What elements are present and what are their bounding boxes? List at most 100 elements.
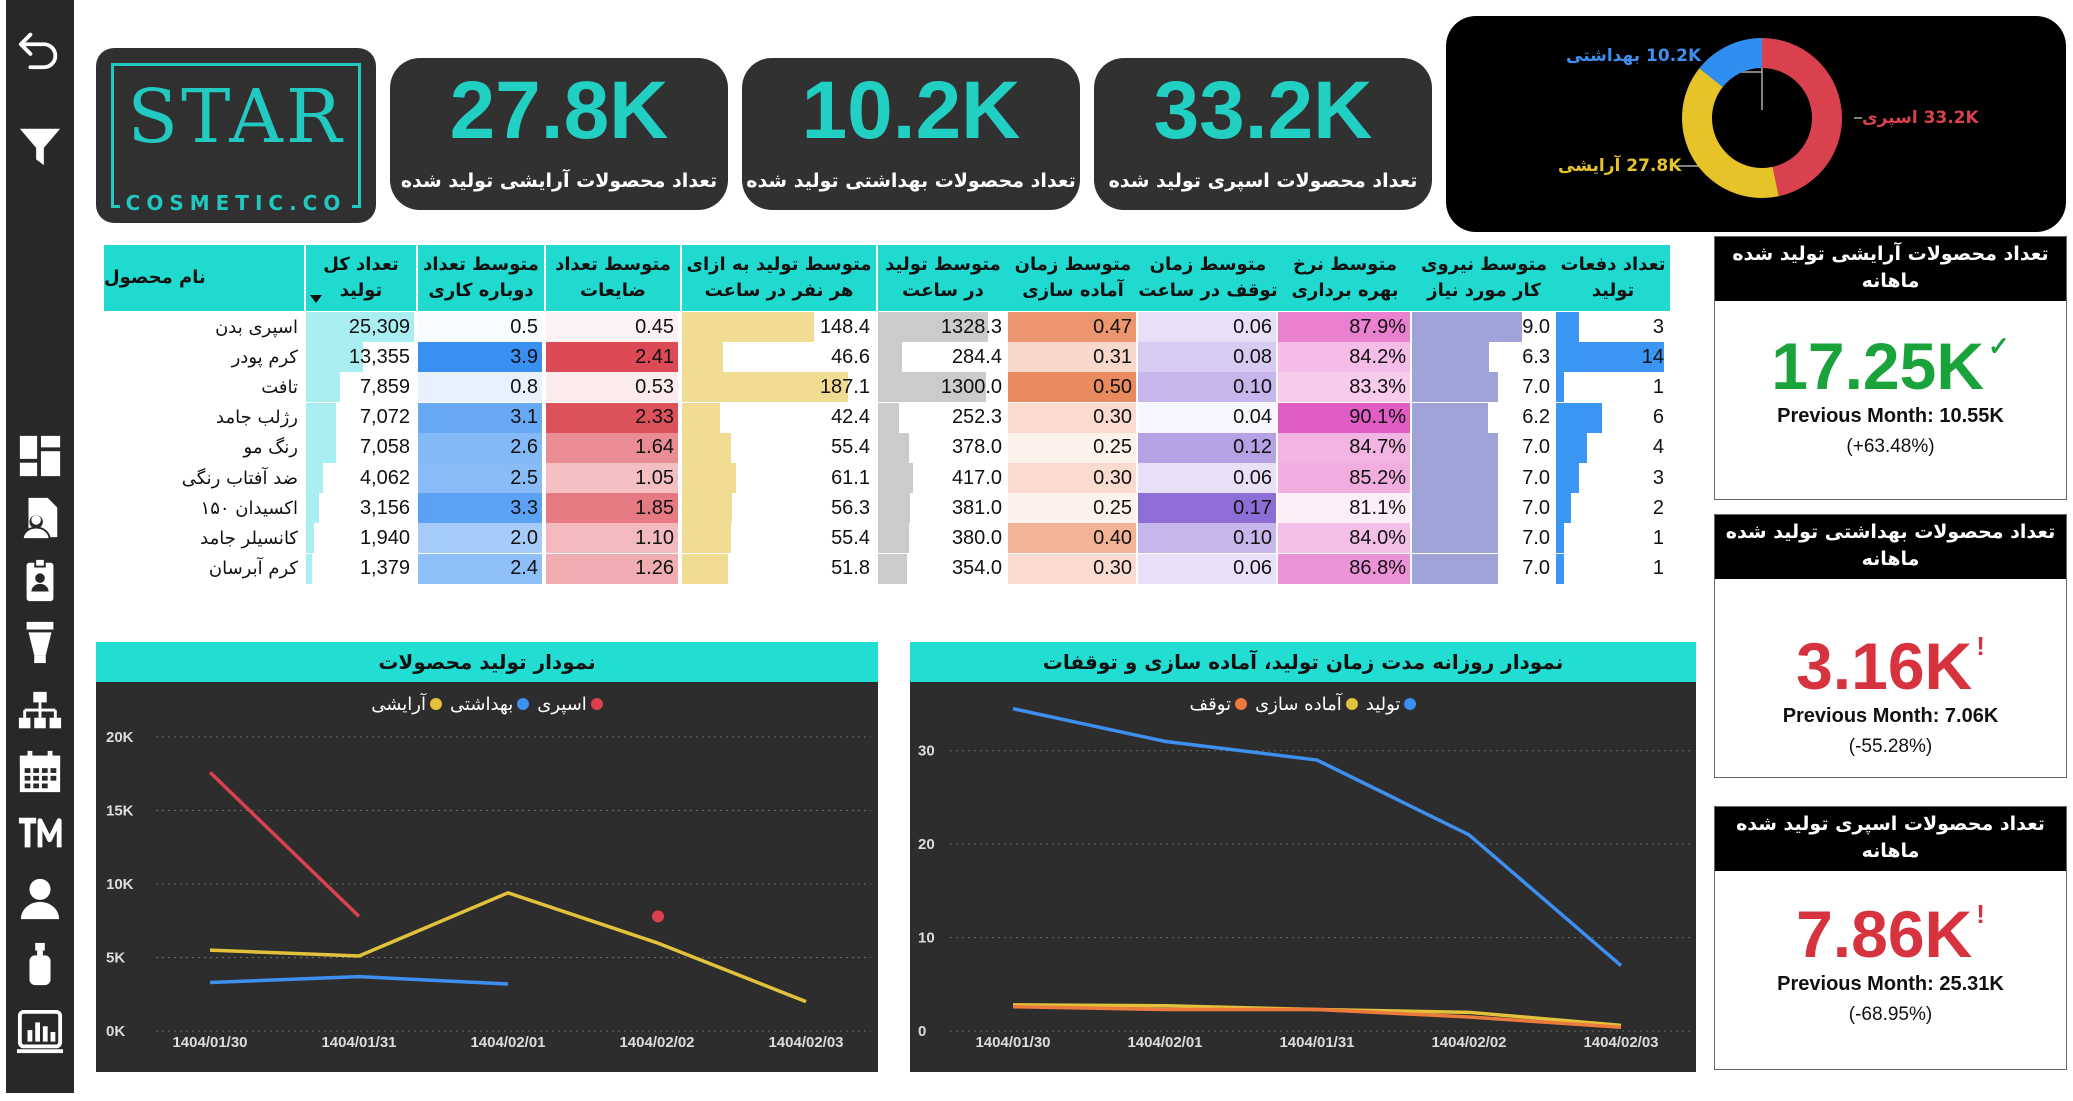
monthly-card-change: (-55.28%) (1848, 736, 1933, 757)
cell-fill (682, 523, 732, 554)
cell-fill (682, 372, 848, 403)
table-cell-workforce: 7.0 (1522, 526, 1550, 549)
dashboard-icon[interactable] (6, 430, 74, 482)
legend-item[interactable]: توقف (1190, 694, 1248, 715)
column-header-rework[interactable]: متوسط تعداد دوباره کاری (418, 245, 544, 311)
table-cell-per-hour: 252.3 (951, 406, 1002, 429)
table-cell-workforce: 7.0 (1522, 375, 1550, 398)
column-header-per-person[interactable]: متوسط تولید به ازای هر نفر در ساعت (682, 245, 876, 311)
table-cell-rework: 3.9 (510, 345, 538, 368)
legend-label: آماده سازی (1255, 694, 1342, 715)
table-cell-efficiency: 87.9% (1349, 315, 1406, 338)
product-name-cell[interactable]: اکسیدان ۱۵۰ (200, 497, 298, 519)
column-header-total[interactable]: تعداد کل تولید (306, 245, 416, 311)
table-cell-per-person: 61.1 (831, 466, 870, 489)
sort-descending-icon[interactable] (310, 295, 322, 303)
legend-label: تولید (1365, 694, 1401, 715)
cell-fill (546, 312, 678, 342)
table-cell-stop: 0.10 (1233, 375, 1272, 398)
id-badge-icon[interactable] (6, 554, 74, 606)
cell-fill (546, 432, 678, 463)
column-header-stop[interactable]: متوسط زمان توقف در ساعت (1138, 245, 1278, 311)
spray-bottle-icon[interactable] (6, 938, 74, 990)
cream-tube-icon[interactable] (6, 616, 74, 668)
back-arrow-icon[interactable] (6, 24, 74, 76)
column-header-runs[interactable]: تعداد دفعات تولید (1556, 245, 1670, 311)
table-cell-workforce: 9.0 (1522, 315, 1550, 338)
donut-slice-spray[interactable] (1762, 38, 1842, 197)
product-name-cell[interactable]: اسپری بدن (215, 316, 298, 338)
series-line-2[interactable] (209, 890, 807, 1004)
table-cell-per-hour: 417.0 (951, 466, 1002, 489)
table-cell-setup: 0.47 (1093, 315, 1132, 338)
product-name-cell[interactable]: ضد آفتاب رنگی (181, 467, 298, 489)
product-name-cell[interactable]: کانسیلر جامد (200, 527, 298, 549)
series-line-1[interactable] (209, 974, 509, 986)
filter-icon[interactable] (6, 120, 74, 172)
series-point-0[interactable] (652, 910, 664, 923)
cell-fill (878, 493, 910, 524)
chart-legend: اسپری بهداشتی آرایشی (96, 694, 878, 715)
cell-fill (1138, 493, 1276, 524)
cell-fill (418, 402, 542, 433)
legend-item[interactable]: آرایشی (371, 694, 442, 715)
table-cell-rework: 2.5 (510, 466, 538, 489)
cell-fill (682, 342, 724, 373)
donut-label-hygiene: 10.2K بهداشتی (1566, 46, 1702, 66)
table-cell-stop: 0.17 (1233, 496, 1272, 519)
calendar-icon[interactable] (6, 746, 74, 798)
table-cell-stop: 0.10 (1233, 526, 1272, 549)
donut-slice-hygiene[interactable] (1699, 38, 1762, 87)
table-cell-rework: 3.3 (510, 496, 538, 519)
trademark-icon[interactable] (6, 808, 74, 860)
table-cell-runs: 1 (1652, 375, 1664, 398)
table-cell-workforce: 7.0 (1522, 466, 1550, 489)
legend-item[interactable]: بهداشتی (450, 694, 530, 715)
cell-fill (1556, 432, 1587, 463)
column-header-name[interactable]: نام محصول (104, 245, 304, 311)
series-line-0[interactable] (208, 771, 361, 918)
legend-item[interactable]: اسپری (537, 694, 603, 715)
column-header-setup[interactable]: متوسط زمان آماده سازی (1008, 245, 1138, 311)
user-icon[interactable] (6, 872, 74, 924)
donut-ring (1682, 38, 1842, 199)
table-cell-setup: 0.30 (1093, 466, 1132, 489)
bar-chart-report-icon[interactable] (6, 1006, 74, 1058)
column-header-workforce[interactable]: متوسط نیروی کار مورد نیاز (1412, 245, 1556, 311)
cell-fill (1556, 342, 1664, 373)
column-header-waste[interactable]: متوسط تعداد ضایعات (546, 245, 680, 311)
kpi-label: تعداد محصولات بهداشتی تولید شده (746, 170, 1076, 192)
product-name-cell[interactable]: کرم پودر (231, 346, 298, 368)
monthly-card-title: تعداد محصولات اسپری تولید شده ماهانه (1715, 807, 2066, 871)
x-tick-label: 1404/01/30 (975, 1034, 1050, 1051)
product-name-cell[interactable]: تافت (261, 376, 298, 398)
check-icon: ✓ (1988, 331, 2010, 361)
donut-slice-cosmetic[interactable] (1682, 68, 1779, 199)
table-cell-waste: 2.41 (635, 345, 674, 368)
column-header-per-hour[interactable]: متوسط تولید در ساعت (878, 245, 1008, 311)
table-cell-setup: 0.30 (1093, 557, 1132, 580)
legend-item[interactable]: تولید (1366, 694, 1417, 715)
column-header-efficiency[interactable]: متوسط نرخ بهره برداری (1278, 245, 1412, 311)
series-line-0[interactable] (1012, 706, 1623, 967)
product-name-cell[interactable]: رنگ مو (243, 437, 298, 459)
org-chart-icon[interactable] (6, 686, 74, 738)
table-cell-efficiency: 86.8% (1349, 557, 1406, 580)
table-cell-setup: 0.31 (1093, 345, 1132, 368)
product-name-cell[interactable]: کرم آبرسان (208, 558, 298, 580)
legend-dot (1404, 698, 1417, 710)
table-cell-efficiency: 84.0% (1349, 526, 1406, 549)
legend-item[interactable]: آماده سازی (1255, 694, 1358, 715)
table-cell-setup: 0.25 (1093, 496, 1132, 519)
x-tick-label: 1404/02/02 (1431, 1034, 1506, 1051)
monthly-card-previous: Previous Month: 25.31K (1777, 973, 2004, 995)
monthly-card-title: تعداد محصولات بهداشتی تولید شده ماهانه (1715, 515, 2066, 579)
table-cell-total: 4,062 (359, 466, 410, 489)
x-tick-label: 1404/02/02 (619, 1034, 694, 1051)
series-line-2[interactable] (1012, 1004, 1622, 1030)
table-cell-efficiency: 84.2% (1349, 345, 1406, 368)
table-cell-workforce: 6.2 (1522, 406, 1550, 429)
product-name-cell[interactable]: رژلب جامد (216, 407, 298, 429)
document-user-icon[interactable] (6, 492, 74, 544)
monthly-card-value: 3.16K! (1796, 629, 1985, 703)
